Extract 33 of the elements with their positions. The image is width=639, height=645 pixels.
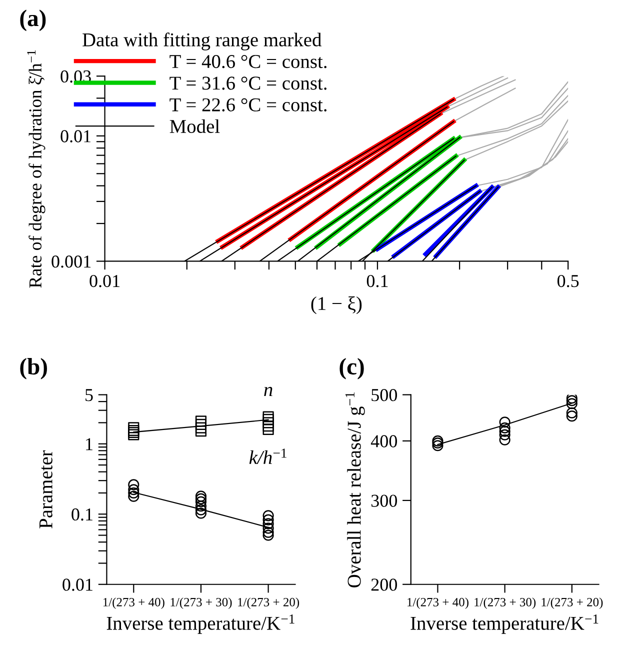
y-axis-title: Rate of degree of hydration ξ̇/h$^{−1}$	[27, 50, 46, 288]
x-axis-title: Inverse temperature/K$^{−1}$	[410, 614, 598, 634]
y-tick-label: 0.001	[52, 255, 91, 268]
y-tick-label: 1	[86, 438, 92, 450]
x-axis-title: Inverse temperature/K$^{−1}$	[106, 614, 294, 634]
x-tick-label: 1/(273 + 30)	[170, 598, 232, 609]
y-axis-title: Parameter	[39, 450, 52, 528]
x-tick-label: 1/(273 + 20)	[238, 598, 300, 609]
chart-title: (c)	[340, 358, 364, 380]
y-tick-label: 5	[86, 389, 93, 402]
y-tick-label: 0.01	[62, 578, 92, 591]
y-tick-label: 0.1	[72, 508, 92, 521]
x-axis-title: (1 − ξ)	[311, 296, 362, 314]
chart-title: (b)	[20, 358, 47, 380]
legend-title: Data with fitting range marked	[82, 32, 322, 50]
y-tick-label: 500	[372, 389, 397, 402]
legend-label: T = 31.6 °C = const.	[170, 76, 326, 90]
y-tick-label: 400	[370, 435, 397, 448]
y-tick-label: 300	[371, 494, 397, 507]
series-label: n	[264, 386, 272, 396]
x-tick-label: 1/(273 + 40)	[103, 598, 164, 609]
x-tick-label: 1/(273 + 40)	[408, 598, 468, 609]
x-tick-label: 0.5	[557, 274, 579, 288]
x-tick-label: 1/(273 + 20)	[542, 598, 603, 609]
y-axis-title: Overall heat release/J g$^{−1}$	[345, 392, 365, 588]
x-tick-label: 1/(273 + 30)	[474, 598, 536, 609]
legend-label: T = 40.6 °C = const.	[170, 54, 326, 68]
legend-label: T = 22.6 °C = const.	[170, 98, 326, 112]
y-tick-label: 0.01	[60, 130, 91, 142]
chart-title: (a)	[20, 10, 46, 32]
text: k/h$^{−1}$	[249, 448, 286, 464]
y-tick-label: 200	[371, 578, 397, 591]
legend-label: Model	[170, 119, 220, 134]
